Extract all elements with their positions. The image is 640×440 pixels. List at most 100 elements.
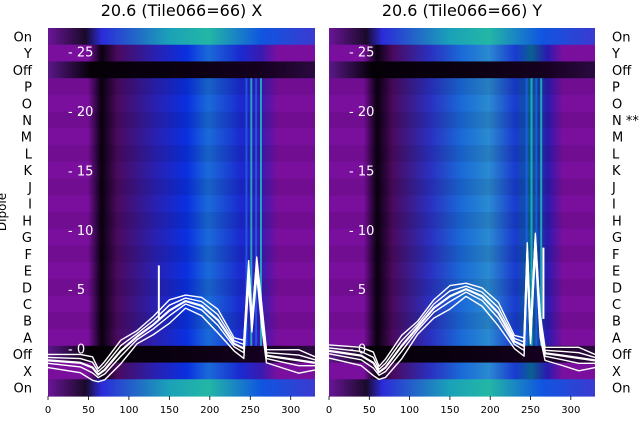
row-label: B [612, 315, 621, 330]
y-tick-label: - 20 [349, 105, 374, 120]
row-label: C [23, 298, 32, 313]
row-label: L [612, 147, 620, 162]
row-label: E [24, 265, 32, 280]
line-trace [47, 274, 316, 383]
row-label: O [612, 97, 622, 112]
heatmap-row [329, 128, 595, 146]
row-label: P [24, 81, 32, 96]
heatmap-row [329, 145, 595, 163]
heatmap-row [48, 245, 315, 263]
line-trace [47, 268, 315, 379]
heatmap-row [48, 61, 315, 79]
heatmap-row [48, 262, 315, 280]
heatmap-row [329, 262, 595, 280]
row-label: N ** [612, 114, 639, 129]
row-label: H [612, 214, 622, 229]
heatmap-row [329, 28, 595, 46]
heatmap-row [48, 111, 315, 129]
row-stripe [48, 245, 315, 263]
heatmap-row [48, 195, 315, 213]
row-stripe [329, 78, 595, 95]
y-tick-label: - 15 [68, 164, 93, 179]
row-label: Off [13, 64, 33, 79]
line-trace [48, 256, 316, 370]
heatmap-row [48, 178, 315, 196]
row-label: F [612, 248, 619, 263]
y-axis-label: Dipole [0, 193, 9, 231]
streak [535, 78, 538, 346]
y-tick-label: - 20 [68, 105, 93, 120]
row-label: F [25, 248, 32, 263]
x-tick-label: 200 [481, 405, 500, 416]
row-label: I [612, 198, 616, 213]
y-tick-label: - 5 [68, 283, 85, 298]
x-tick-label: 100 [400, 405, 419, 416]
heatmap-row [329, 228, 595, 247]
row-label: B [23, 315, 32, 330]
heatmap-row [329, 379, 595, 397]
x-tick-label: 200 [200, 405, 219, 416]
row-label: C [612, 298, 621, 313]
row-label: Off [13, 348, 33, 363]
x-tick-label: 300 [281, 405, 300, 416]
heatmap-row [48, 44, 315, 63]
row-label: On [14, 382, 32, 397]
streak [259, 78, 262, 346]
row-label: A [23, 331, 32, 346]
row-label: J [611, 181, 616, 196]
heatmap-row [329, 44, 595, 63]
x-tick-label: 50 [363, 405, 376, 416]
y-tick-label: - 5 [349, 283, 366, 298]
row-label: D [22, 281, 32, 296]
row-stripe [48, 145, 315, 162]
y-tick-label: - 25 [349, 46, 374, 61]
row-label: Off [612, 64, 632, 79]
streak [530, 78, 533, 346]
row-stripe [48, 78, 315, 95]
row-label: On [612, 30, 630, 45]
streak [255, 78, 258, 346]
y-tick-label: - 10 [68, 224, 93, 239]
heatmap-row [48, 145, 315, 163]
row-label: X [23, 365, 32, 380]
streak [250, 78, 253, 346]
row-label: Y [611, 47, 620, 62]
row-stripe [329, 178, 595, 196]
row-label: J [27, 181, 32, 196]
streak [245, 78, 248, 346]
row-stripe [329, 312, 595, 330]
x-tick-label: 250 [241, 405, 260, 416]
row-label: K [23, 164, 32, 179]
row-label: G [612, 231, 622, 246]
heatmap-row [329, 212, 595, 230]
row-label: O [22, 97, 32, 112]
streak [525, 78, 528, 346]
heatmap-row [48, 28, 315, 46]
row-label: P [612, 81, 620, 96]
x-tick-label: 250 [521, 405, 540, 416]
row-stripe [329, 212, 595, 229]
heatmap-row [329, 195, 595, 213]
heatmap-row [329, 94, 595, 113]
heatmap-row [48, 379, 315, 397]
line-trace [328, 245, 595, 376]
heatmap-row [48, 312, 315, 330]
x-tick-label: 50 [82, 405, 95, 416]
heatmap-row [48, 94, 315, 113]
row-label: X [612, 365, 621, 380]
heatmap-row [48, 78, 315, 96]
row-label: H [22, 214, 32, 229]
heatmap-row [329, 61, 595, 79]
heatmap-row [48, 161, 315, 180]
heatmap-row [48, 362, 315, 380]
heatmap-row [329, 111, 595, 129]
heatmap-row [329, 329, 595, 347]
row-label: G [22, 231, 32, 246]
row-label: M [21, 131, 32, 146]
row-label: Off [612, 348, 632, 363]
streak [540, 78, 543, 346]
chart-title: 20.6 (Tile066=66) X [101, 1, 263, 20]
